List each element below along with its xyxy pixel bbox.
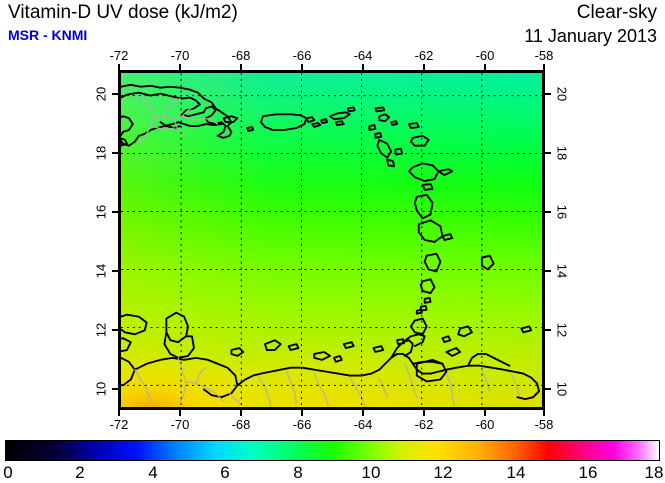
- ytick-right-2: 14: [554, 263, 570, 279]
- uv-dose-colour-field: [121, 73, 542, 407]
- xtick-top-4: -64: [353, 48, 373, 63]
- ytick-left-3: 16: [93, 204, 109, 220]
- figure-header: Vitamin-D UV dose (kJ/m2) Clear-sky MSR …: [0, 0, 665, 52]
- xtick-top-3: -66: [292, 48, 312, 63]
- date-label: 11 January 2013: [524, 26, 657, 46]
- sky-condition-label: Clear-sky: [576, 2, 657, 23]
- colorbar-tick-9: 18: [644, 463, 664, 482]
- ytick-left-4: 18: [93, 145, 109, 161]
- xtick-top-2: -68: [231, 48, 251, 63]
- colorbar-tick-3: 6: [220, 463, 230, 482]
- coastline-overlay: [121, 83, 540, 407]
- ytick-right-1: 12: [554, 322, 570, 338]
- xtick-bottom-3: -66: [292, 417, 312, 432]
- ytick-right-5: 20: [554, 86, 570, 102]
- data-source-label: MSR - KNMI: [8, 27, 88, 43]
- ytick-right-4: 18: [554, 145, 570, 161]
- ytick-right-0: 10: [554, 381, 570, 397]
- colorbar-tick-4: 8: [293, 463, 303, 482]
- xtick-top-1: -70: [170, 48, 190, 63]
- ytick-left-1: 12: [93, 322, 109, 338]
- colorbar-tick-7: 14: [506, 463, 526, 482]
- ytick-left-0: 10: [93, 381, 109, 397]
- xtick-bottom-2: -68: [231, 417, 251, 432]
- ytick-left-2: 14: [93, 263, 109, 279]
- xtick-bottom-6: -60: [475, 417, 495, 432]
- map-plot-area: -72 -70 -68 -66 -64 -62 -60 -58 -72 -70 …: [94, 48, 570, 432]
- xtick-bottom-4: -64: [353, 417, 373, 432]
- colorbar-gradient: [6, 441, 659, 460]
- xtick-top-0: -72: [109, 48, 129, 63]
- colorbar: [5, 440, 660, 461]
- xtick-bottom-5: -62: [414, 417, 434, 432]
- colorbar-tick-1: 2: [75, 463, 85, 482]
- map-frame: [118, 70, 545, 410]
- colorbar-tick-5: 10: [361, 463, 381, 482]
- graticule-grid: [121, 73, 542, 407]
- xtick-top-5: -62: [414, 48, 434, 63]
- page-title: Vitamin-D UV dose (kJ/m2): [8, 2, 238, 23]
- colorbar-tick-8: 16: [578, 463, 598, 482]
- xtick-top-7: -58: [534, 48, 554, 63]
- xtick-bottom-1: -70: [170, 417, 190, 432]
- colorbar-tick-6: 12: [433, 463, 453, 482]
- colorbar-tick-2: 4: [148, 463, 158, 482]
- xtick-bottom-0: -72: [109, 417, 129, 432]
- xtick-bottom-7: -58: [534, 417, 554, 432]
- xtick-top-6: -60: [475, 48, 495, 63]
- ytick-left-5: 20: [93, 86, 109, 102]
- colorbar-tick-0: 0: [3, 463, 13, 482]
- ytick-right-3: 16: [554, 204, 570, 220]
